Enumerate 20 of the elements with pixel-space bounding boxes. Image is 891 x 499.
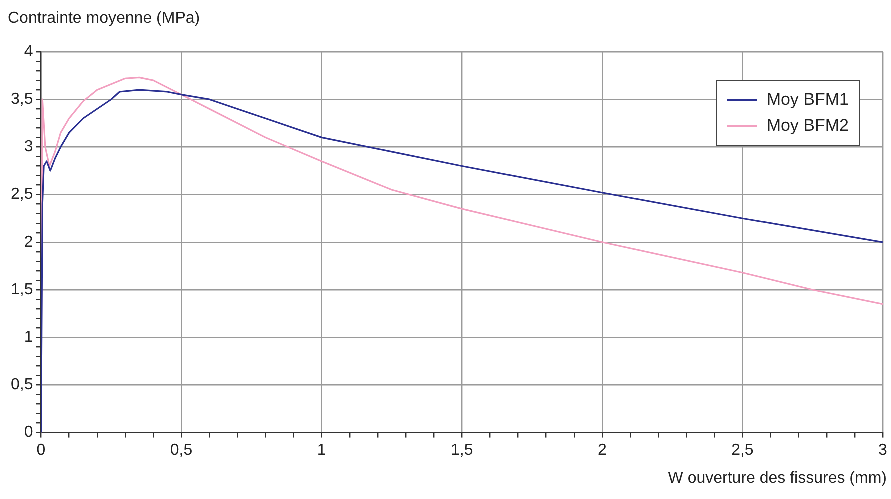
y-tick-label: 1 [24,329,34,346]
y-tick-label: 3,5 [10,91,34,108]
legend-label: Moy BFM2 [766,116,849,136]
legend-label: Moy BFM1 [766,90,849,110]
x-tick-label: 2 [598,442,607,459]
y-tick-label: 4 [24,43,34,60]
y-tick-label: 0,5 [10,376,34,394]
x-tick-label: 0 [36,442,46,459]
x-tick-label: 0,5 [170,442,193,459]
y-tick-label: 2,5 [10,186,34,204]
x-axis-title: W ouverture des fissures (mm) [668,470,887,488]
x-tick-label: 1 [317,442,326,459]
x-tick-label: 2,5 [732,442,754,459]
y-tick-label: 3 [24,138,34,156]
x-tick-label: 3 [878,442,888,459]
y-tick-label: 0 [24,424,34,442]
y-tick-label: 2 [24,234,34,251]
y-tick-label: 1,5 [10,281,34,298]
y-axis-title: Contrainte moyenne (MPa) [8,10,200,28]
x-tick-label: 1,5 [450,442,474,459]
